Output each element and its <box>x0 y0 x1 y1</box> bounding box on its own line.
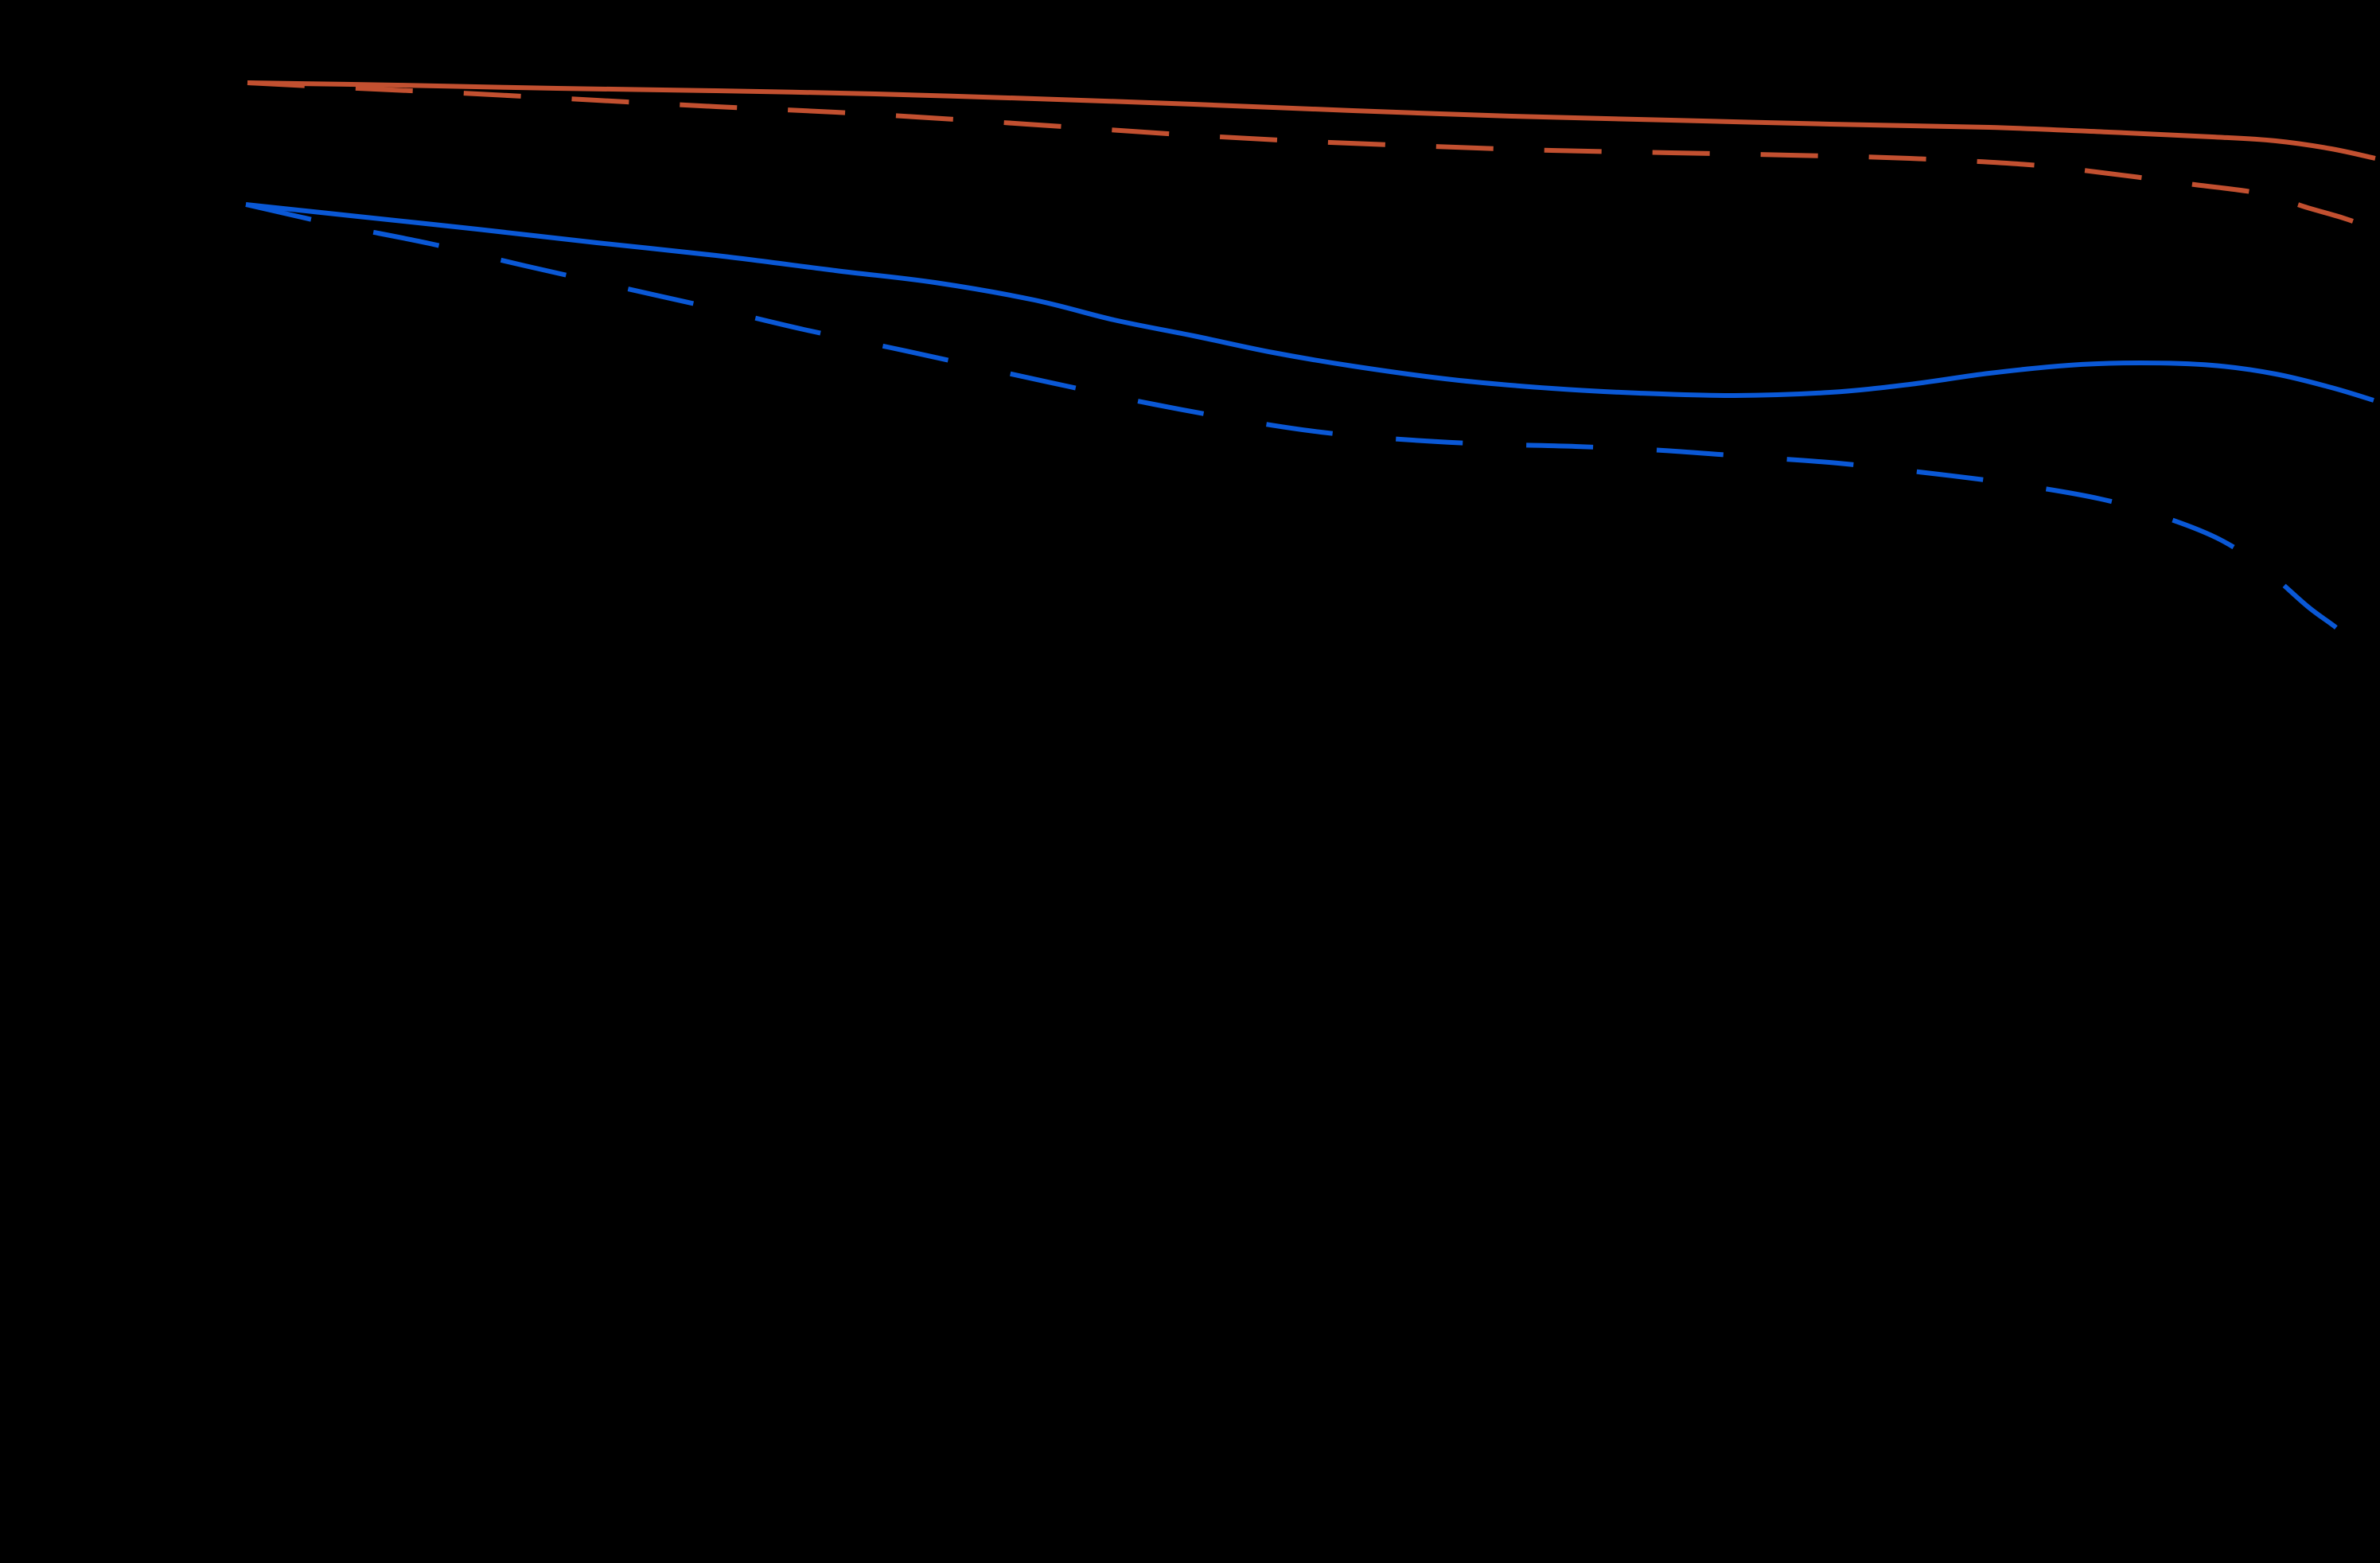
series-orange-dashed-line <box>247 80 2376 232</box>
series-orange-solid-line <box>247 80 2376 161</box>
series-blue-dashed-line <box>245 202 2364 655</box>
series-blue-solid-line <box>245 202 2374 403</box>
